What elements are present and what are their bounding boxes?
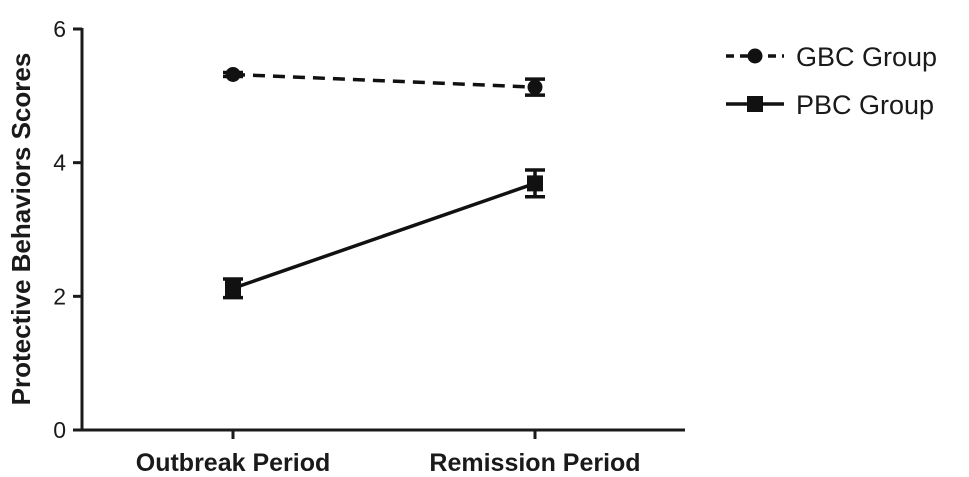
legend-marker (747, 96, 763, 112)
data-point (527, 79, 543, 95)
y-axis-label: Protective Behaviors Scores (6, 53, 36, 406)
series-layer (223, 66, 545, 300)
x-tick-label: Outbreak Period (136, 449, 331, 477)
series-line (232, 181, 536, 290)
series-gbc-group (223, 66, 545, 97)
legend-label: PBC Group (796, 90, 934, 120)
legend-item: GBC Group (726, 42, 937, 72)
x-ticks: Outbreak Period Remission Period (136, 430, 641, 477)
series-line (232, 72, 536, 89)
legend-item: PBC Group (726, 90, 934, 120)
y-tick-label: 6 (53, 16, 66, 42)
data-point (527, 175, 543, 192)
y-ticks: 0 2 4 6 (53, 16, 82, 443)
axes (80, 28, 685, 432)
legend-marker (747, 48, 763, 64)
y-tick-label: 2 (53, 283, 66, 309)
legend: GBC Group PBC Group (726, 42, 937, 120)
y-tick-label: 4 (53, 150, 66, 176)
y-tick-label: 0 (53, 417, 66, 443)
legend-label: GBC Group (796, 42, 937, 72)
series-pbc-group (223, 168, 545, 300)
x-tick-label: Remission Period (429, 449, 640, 477)
data-point (225, 66, 241, 82)
data-point (225, 280, 241, 297)
